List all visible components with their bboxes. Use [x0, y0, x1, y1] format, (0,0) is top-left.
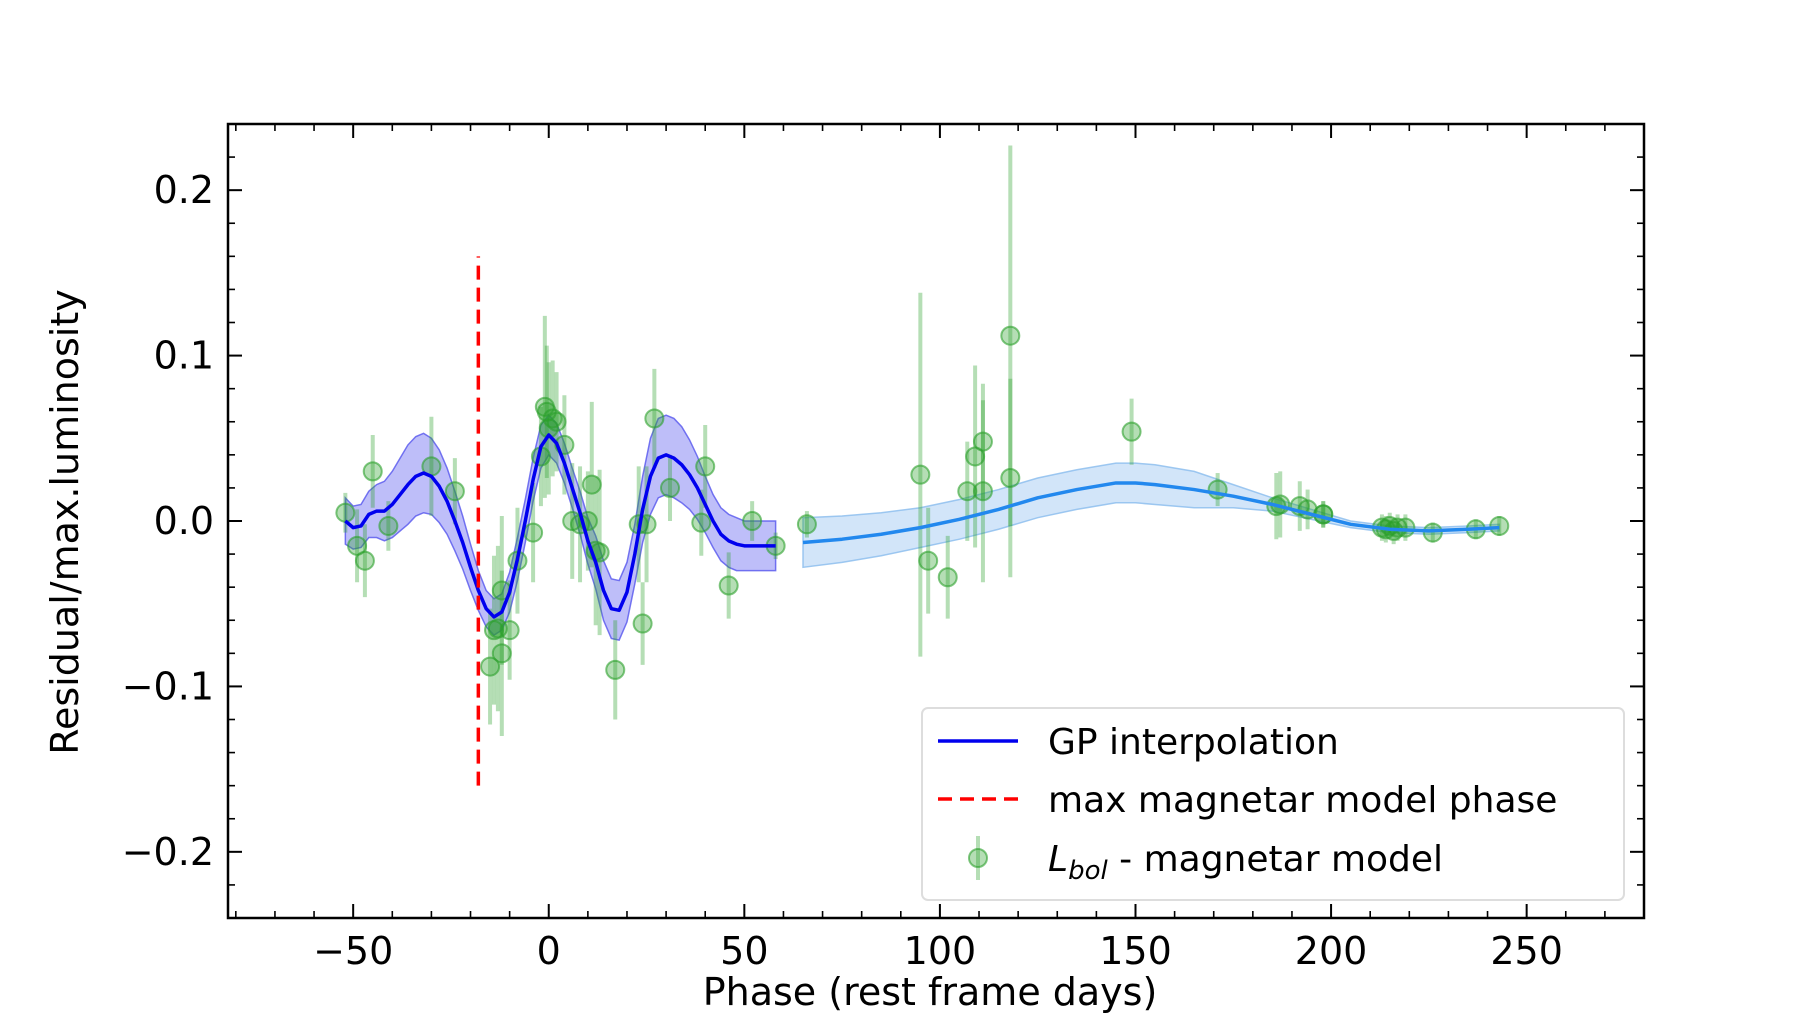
data-point [1121, 421, 1142, 442]
data-point [691, 512, 712, 533]
y-tick-label: 0.0 [154, 499, 214, 543]
data-point [695, 456, 716, 477]
data-point [937, 567, 958, 588]
y-tick-label: −0.2 [122, 830, 214, 874]
legend-box [921, 707, 1625, 901]
legend-label-points-rest: - magnetar model [1108, 839, 1443, 880]
data-point [1395, 517, 1416, 538]
data-point [1000, 467, 1021, 488]
data-point [523, 522, 544, 543]
data-point [362, 461, 383, 482]
legend: GP interpolation max magnetar model phas… [921, 707, 1625, 901]
legend-label-points: Lbol - magnetar model [1048, 839, 1443, 886]
data-point [632, 613, 653, 634]
x-tick-label: 150 [1099, 929, 1172, 973]
legend-label-vline: max magnetar model phase [1048, 780, 1557, 821]
data-point [1422, 522, 1443, 543]
data-point [1489, 515, 1510, 536]
x-tick-label: 50 [720, 929, 768, 973]
data-point [491, 643, 512, 664]
data-point [644, 408, 665, 429]
data-point [605, 659, 626, 680]
data-point [972, 431, 993, 452]
data-point [660, 477, 681, 498]
x-tick-label: −50 [313, 929, 393, 973]
data-point [378, 515, 399, 536]
data-point [1000, 325, 1021, 346]
axis-ticks [228, 124, 1645, 918]
data-point [499, 620, 520, 641]
data-point [444, 481, 465, 502]
data-point [918, 550, 939, 571]
data-point [972, 481, 993, 502]
legend-label-gp: GP interpolation [1048, 722, 1339, 763]
x-axis-title: Phase (rest frame days) [703, 970, 1158, 1014]
x-tick-label: 250 [1490, 929, 1563, 973]
legend-label-points-main: L [1048, 839, 1068, 880]
y-tick-label: 0.1 [154, 334, 214, 378]
x-tick-labels: −50 0 50 100 150 200 250 [313, 929, 1563, 973]
data-point [742, 511, 763, 531]
y-tick-label: −0.1 [122, 664, 214, 708]
y-tick-labels: −0.2 −0.1 0.0 0.1 0.2 [122, 168, 214, 874]
gp-lines [344, 433, 1500, 619]
data-point [354, 550, 375, 571]
gp-line-1 [802, 481, 1500, 545]
data-point [335, 502, 356, 523]
y-tick-label: 0.2 [154, 168, 214, 212]
gp-line-0 [344, 433, 776, 619]
data-points [335, 325, 1510, 680]
x-tick-label: 0 [537, 929, 561, 973]
data-point [957, 481, 978, 502]
data-point [546, 411, 567, 432]
data-point [581, 474, 602, 495]
y-axis-title: Residual/max.luminosity [43, 289, 87, 754]
data-point [480, 656, 501, 677]
data-point [718, 575, 739, 596]
legend-swatch-marker [968, 848, 988, 868]
legend-label-points-sub: bol [1068, 856, 1108, 886]
x-tick-label: 100 [904, 929, 977, 973]
gp-band-0 [344, 413, 777, 641]
x-tick-label: 200 [1295, 929, 1368, 973]
data-point [910, 464, 931, 485]
data-point [796, 514, 817, 535]
